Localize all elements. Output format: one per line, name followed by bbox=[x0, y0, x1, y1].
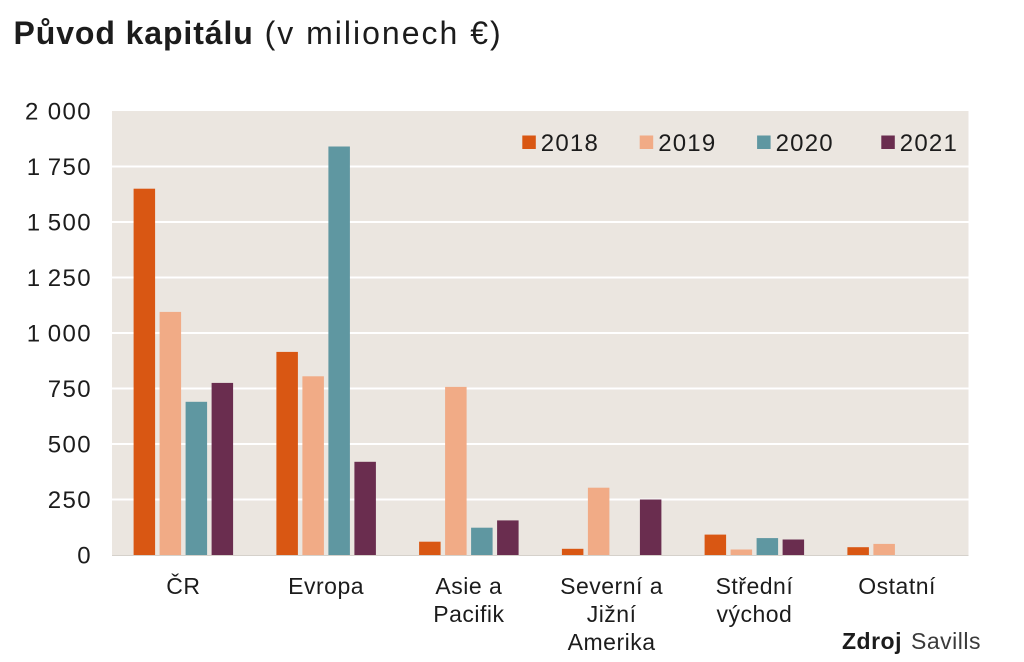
svg-text:Jižní: Jižní bbox=[587, 601, 637, 627]
svg-text:2019: 2019 bbox=[658, 130, 716, 157]
svg-text:Zdroj: Zdroj bbox=[842, 628, 902, 654]
svg-text:2 000: 2 000 bbox=[25, 99, 92, 126]
svg-text:Pacifik: Pacifik bbox=[433, 601, 504, 627]
svg-text:750: 750 bbox=[48, 376, 92, 403]
svg-text:2020: 2020 bbox=[776, 130, 834, 157]
svg-text:1 750: 1 750 bbox=[27, 154, 92, 181]
svg-text:Střední: Střední bbox=[716, 573, 794, 599]
svg-text:Amerika: Amerika bbox=[568, 629, 656, 655]
svg-text:500: 500 bbox=[48, 432, 92, 459]
svg-text:ČR: ČR bbox=[166, 572, 200, 599]
svg-text:250: 250 bbox=[48, 487, 92, 514]
svg-text:2018: 2018 bbox=[541, 130, 599, 157]
svg-text:Původ kapitálu (v milionech €): Původ kapitálu (v milionech €) bbox=[14, 15, 503, 51]
svg-text:1 250: 1 250 bbox=[27, 265, 92, 292]
svg-text:Ostatní: Ostatní bbox=[858, 573, 936, 599]
svg-text:východ: východ bbox=[716, 601, 792, 627]
svg-text:Severní a: Severní a bbox=[560, 573, 663, 599]
svg-text:1 000: 1 000 bbox=[27, 321, 92, 348]
svg-text:Evropa: Evropa bbox=[288, 573, 364, 599]
svg-text:2021: 2021 bbox=[900, 130, 958, 157]
svg-text:Savills: Savills bbox=[911, 628, 981, 654]
svg-text:1 500: 1 500 bbox=[27, 210, 92, 237]
svg-text:0: 0 bbox=[77, 543, 92, 570]
svg-text:Asie a: Asie a bbox=[435, 573, 502, 599]
